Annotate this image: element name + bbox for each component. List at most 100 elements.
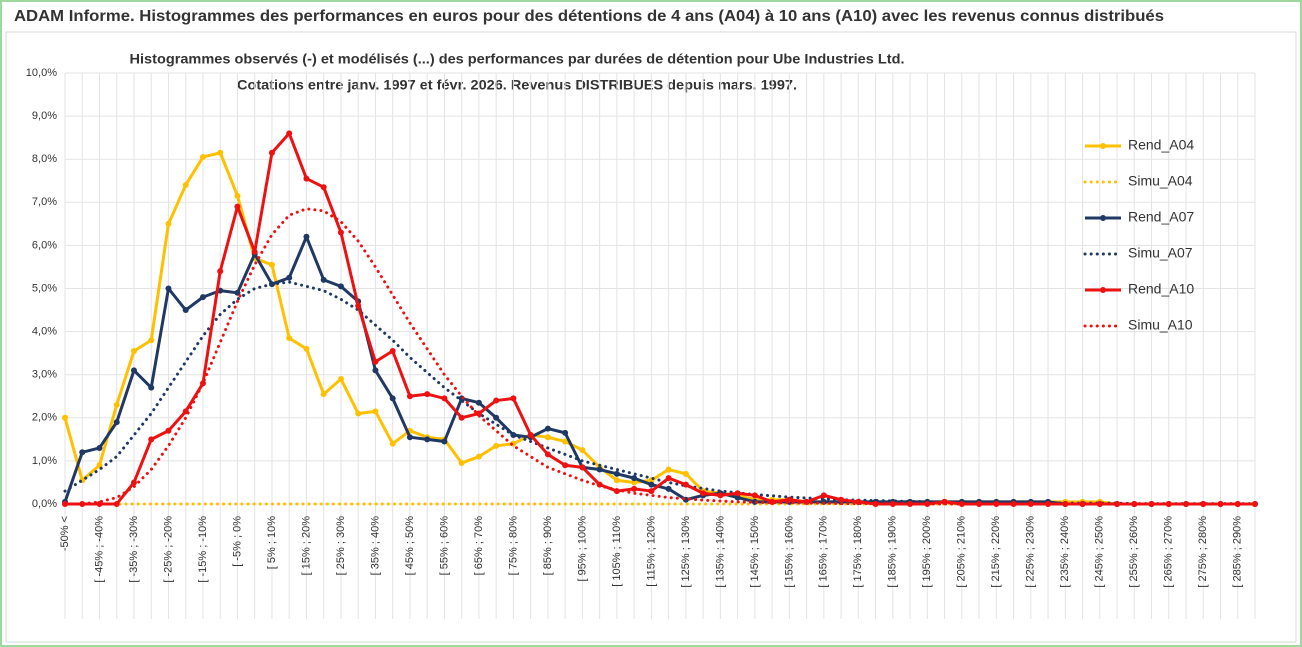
x-tick-label: [ 75% ; 80% [507,516,519,576]
point [458,460,465,467]
point [355,302,362,309]
point [113,501,120,507]
legend-label: Rend_A04 [1128,137,1194,153]
point [424,391,431,398]
point [734,494,741,501]
point [682,470,689,477]
point [182,182,189,189]
legend-label: Simu_A07 [1128,245,1193,261]
x-tick-label: [ -35% ; -30% [128,516,140,583]
point [717,492,724,499]
series-line [63,280,1257,506]
point [303,175,310,182]
point [165,427,172,434]
point [665,466,672,473]
y-tick-label: 2,0% [32,412,57,424]
point [234,289,241,296]
point [562,429,569,436]
point [1252,501,1258,507]
point [1062,501,1069,507]
point [665,485,672,492]
x-tick-label: [ 65% ; 70% [473,516,485,576]
legend-marker [1100,287,1106,293]
point [579,464,586,471]
legend-marker [1100,215,1106,221]
point [406,434,413,441]
point [631,485,638,492]
point [130,367,137,374]
y-tick-label: 4,0% [32,326,57,338]
point [631,479,638,486]
x-tick-label: [ 15% ; 20% [300,516,312,576]
legend-marker [1100,143,1106,149]
point [96,444,103,451]
point [337,376,344,383]
chart-area [5,31,1297,643]
point [337,229,344,236]
x-tick-label: [ 285% ; 290% [1232,516,1244,588]
x-tick-label: [ -45% ; -40% [93,516,105,583]
point [872,501,879,507]
y-tick-label: 8,0% [32,153,57,165]
x-tick-label: [ 175% ; 180% [852,516,864,588]
point [130,347,137,354]
point [130,479,137,486]
x-tick-label: [ -5% ; 0% [231,516,243,567]
point [165,220,172,227]
y-tick-label: 6,0% [32,239,57,251]
x-tick-label: [ 205% ; 210% [956,516,968,588]
point [613,477,620,484]
point [510,395,517,402]
point [493,414,500,421]
point [62,414,68,421]
point [475,399,482,406]
x-tick-label: [ 235% ; 240% [1059,516,1071,588]
point [958,501,965,507]
point [993,501,1000,507]
x-tick-label: [ 145% ; 150% [749,516,761,588]
point [79,449,86,456]
point [648,488,655,495]
x-tick-label: [ 215% ; 220% [990,516,1002,588]
point [199,154,206,161]
point [458,414,465,421]
point [631,475,638,482]
x-tick-label: [ 225% ; 230% [1025,516,1037,588]
point [665,475,672,482]
point [682,481,689,488]
legend-label: Rend_A07 [1128,209,1194,225]
point [234,203,241,210]
page-title: ADAM Informe. Histogrammes des performan… [14,8,1164,25]
chart-title: Histogrammes observés (-) et modélisés (… [130,51,905,67]
point [96,462,103,469]
x-tick-label: [ 5% ; 10% [266,516,278,569]
point [1079,501,1086,507]
point [372,358,379,365]
point [406,393,413,400]
x-tick-label: [ 135% ; 140% [714,516,726,588]
x-tick-label: [ 95% ; 100% [576,516,588,582]
point [648,481,655,488]
point [544,434,551,441]
point [113,419,120,426]
point [148,384,155,391]
x-tick-label: [ 255% ; 260% [1128,516,1140,588]
x-tick-label: [ 275% ; 280% [1197,516,1209,588]
point [199,294,206,301]
point [441,395,448,402]
x-tick-label: -50% < [59,516,71,551]
x-tick-label: [ 105% ; 110% [611,516,623,587]
x-tick-label: [ 45% ; 50% [404,516,416,576]
x-tick-label: [ -25% ; -20% [162,516,174,583]
point [527,432,534,439]
x-tick-label: [ 265% ; 270% [1163,516,1175,588]
point [251,248,258,255]
point [596,466,603,473]
point [838,496,845,503]
point [320,184,327,191]
point [441,438,448,445]
legend-label: Simu_A04 [1128,173,1193,189]
point [734,490,741,497]
point [303,345,310,352]
point [286,130,293,137]
